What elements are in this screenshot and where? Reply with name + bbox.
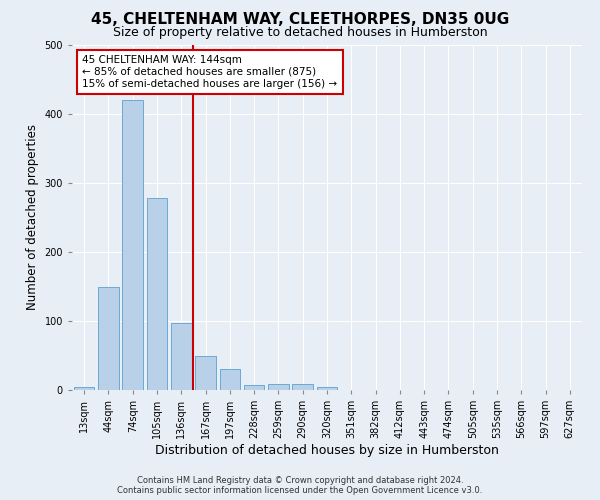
Bar bbox=[146, 198, 167, 390]
Text: 45, CHELTENHAM WAY, CLEETHORPES, DN35 0UG: 45, CHELTENHAM WAY, CLEETHORPES, DN35 0U… bbox=[91, 12, 509, 28]
Bar bbox=[171, 323, 191, 390]
Bar bbox=[98, 286, 119, 390]
Bar bbox=[268, 384, 289, 390]
Bar bbox=[244, 385, 265, 390]
Bar bbox=[74, 386, 94, 390]
X-axis label: Distribution of detached houses by size in Humberston: Distribution of detached houses by size … bbox=[155, 444, 499, 457]
Text: Contains HM Land Registry data © Crown copyright and database right 2024.
Contai: Contains HM Land Registry data © Crown c… bbox=[118, 476, 482, 495]
Text: 45 CHELTENHAM WAY: 144sqm
← 85% of detached houses are smaller (875)
15% of semi: 45 CHELTENHAM WAY: 144sqm ← 85% of detac… bbox=[82, 56, 337, 88]
Bar bbox=[220, 370, 240, 390]
Y-axis label: Number of detached properties: Number of detached properties bbox=[26, 124, 39, 310]
Bar bbox=[195, 356, 216, 390]
Bar bbox=[317, 386, 337, 390]
Text: Size of property relative to detached houses in Humberston: Size of property relative to detached ho… bbox=[113, 26, 487, 39]
Bar bbox=[122, 100, 143, 390]
Bar bbox=[292, 384, 313, 390]
